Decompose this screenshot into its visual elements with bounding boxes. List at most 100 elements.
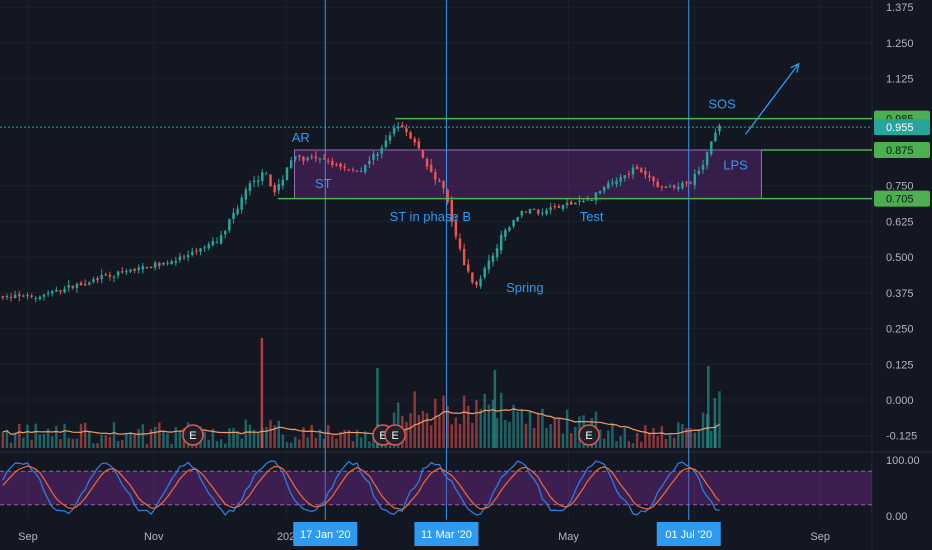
candle-body — [627, 174, 631, 176]
candle-body — [335, 164, 338, 166]
candle-body — [339, 163, 342, 167]
candle-body — [396, 126, 400, 129]
volume-bar — [232, 427, 235, 448]
volume-bar — [125, 432, 128, 448]
candle-body — [598, 190, 602, 194]
volume-bar — [417, 415, 421, 448]
volume-bar — [376, 368, 379, 448]
volume-bar — [277, 420, 281, 448]
candle-body — [42, 294, 46, 297]
candle-body — [59, 290, 62, 292]
price-axis[interactable]: 1.375 1.250 1.125 0.750 0.625 0.500 0.375 0.250… — [874, 2, 930, 523]
volume-bar — [388, 442, 392, 448]
volume-bar — [223, 443, 227, 448]
candle-body — [524, 211, 528, 213]
volume-bar — [623, 427, 627, 448]
volume-bar — [203, 431, 206, 448]
volume-bar — [281, 434, 285, 448]
volume-bar — [718, 391, 721, 448]
candle-body — [401, 125, 404, 127]
volume-bar — [549, 424, 552, 448]
candle-body — [677, 186, 680, 189]
volume-bar — [450, 424, 454, 448]
time-axis[interactable]: Sep Nov 202 May Sep 17 Jan '20 11 Mar '20 01 Ju… — [18, 522, 830, 546]
volume-bar — [487, 404, 491, 448]
candle-body — [125, 271, 128, 273]
volume-bar — [351, 441, 355, 448]
volume-bar — [170, 443, 173, 448]
volume-bar — [491, 399, 495, 448]
trend-arrow-head — [790, 62, 800, 73]
candle-body — [219, 235, 223, 244]
earnings-marker-label: E — [391, 430, 398, 442]
earnings-marker-label: E — [189, 430, 196, 442]
candle-body — [516, 217, 519, 221]
volume-bar — [260, 338, 264, 448]
candle-body — [569, 201, 573, 205]
volume-bar — [668, 434, 672, 448]
volume-bar — [707, 366, 710, 448]
date-marker-tag — [656, 522, 721, 546]
volume-bar — [553, 417, 556, 448]
volume-bar — [405, 422, 408, 448]
candle-body — [582, 200, 585, 202]
candle-body — [104, 274, 108, 276]
volume-bar — [228, 428, 231, 448]
volume-bar — [112, 422, 116, 448]
volume-bar — [133, 434, 136, 448]
volume-bar — [565, 409, 569, 448]
candle-body — [594, 192, 598, 201]
volume-bar — [635, 432, 639, 448]
candle-body — [442, 181, 445, 189]
time-tick-label: 202 — [277, 531, 295, 543]
volume-bar — [541, 408, 544, 448]
candle-body — [326, 160, 330, 162]
candle-body — [528, 209, 532, 214]
price-tag — [874, 119, 930, 136]
volume-bar — [75, 438, 79, 448]
volume-bar — [475, 399, 478, 448]
volume-bar — [18, 424, 21, 448]
candle-body — [689, 182, 692, 184]
candle-body — [434, 172, 437, 180]
candle-body — [508, 227, 511, 231]
volume-bar — [318, 429, 322, 448]
volume-bar — [71, 438, 75, 448]
candle-body — [203, 247, 206, 249]
candle-body — [22, 295, 25, 297]
volume-bar — [92, 443, 95, 448]
volume-bar — [145, 443, 149, 448]
volume-moving-average — [2, 408, 720, 436]
candle-body — [50, 291, 54, 294]
annotation-label: Spring — [506, 280, 544, 295]
candle-body — [557, 206, 561, 209]
price-tag-label: 0.875 — [886, 145, 914, 157]
annotation-label: AR — [292, 130, 310, 145]
volume-bar — [79, 423, 83, 448]
candle-body — [512, 219, 515, 227]
candle-body — [640, 168, 643, 173]
candle-body — [495, 248, 499, 258]
volume-bar — [141, 424, 145, 448]
stochastic-oscillator — [0, 460, 872, 516]
volume-bar — [462, 395, 466, 448]
volume-bar — [248, 424, 252, 448]
candle-body — [100, 274, 103, 279]
volume-bar — [545, 427, 548, 448]
candle-body — [207, 244, 210, 249]
ma-line — [2, 408, 720, 436]
volume-bar — [55, 425, 58, 448]
annotation-label: Test — [580, 209, 604, 224]
volume-bar — [640, 441, 643, 448]
candle-body — [256, 180, 260, 182]
candle-body — [458, 238, 462, 249]
candle-body — [67, 285, 70, 288]
candle-body — [368, 160, 371, 165]
candle-body — [178, 256, 182, 260]
candle-body — [376, 153, 379, 156]
volume-bar — [685, 427, 688, 448]
candle-body — [318, 158, 322, 160]
